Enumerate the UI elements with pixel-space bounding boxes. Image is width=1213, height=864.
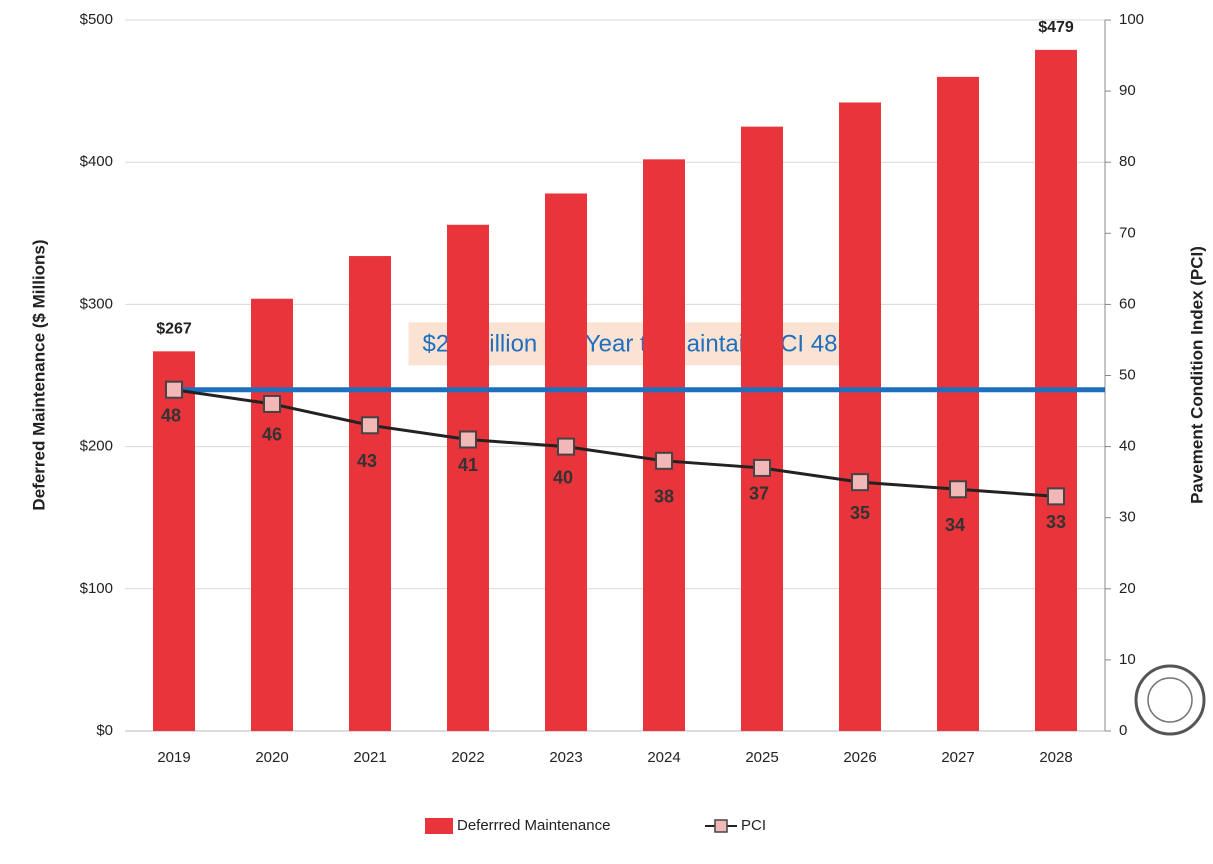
- bar: [153, 351, 195, 731]
- pci-marker: [1047, 487, 1065, 506]
- legend-label: PCI: [741, 817, 766, 834]
- y2-tick-label: 50: [1119, 366, 1136, 383]
- y2-tick-label: 60: [1119, 295, 1136, 312]
- pci-label: 48: [161, 405, 181, 425]
- pci-marker: [263, 394, 281, 413]
- seal-inner: [1147, 677, 1193, 723]
- pci-marker: [949, 480, 967, 499]
- y2-tick-label: 70: [1119, 224, 1136, 241]
- y2-tick-label: 0: [1119, 722, 1127, 739]
- pci-label: 34: [945, 515, 965, 535]
- bar: [643, 159, 685, 731]
- x-tick-label: 2025: [745, 749, 778, 766]
- x-tick-label: 2021: [353, 749, 386, 766]
- y2-axis-title: Pavement Condition Index (PCI): [1187, 246, 1206, 504]
- bar-value-label: $479: [1038, 19, 1074, 36]
- bar-value-label: $267: [156, 321, 192, 338]
- y-axis-title: Deferred Maintenance ($ Millions): [29, 239, 48, 510]
- y2-tick-label: 20: [1119, 580, 1136, 597]
- pci-marker: [165, 380, 183, 399]
- bar: [349, 256, 391, 731]
- x-tick-label: 2027: [941, 749, 974, 766]
- y-tick-label: $200: [80, 438, 113, 455]
- seal-ring: [1134, 664, 1206, 736]
- x-tick-label: 2022: [451, 749, 484, 766]
- legend-marker: [714, 819, 728, 833]
- bar: [741, 126, 783, 731]
- y2-tick-label: 90: [1119, 82, 1136, 99]
- y2-tick-label: 10: [1119, 651, 1136, 668]
- pci-label: 41: [458, 455, 478, 475]
- pci-marker: [361, 416, 379, 435]
- x-tick-label: 2028: [1039, 749, 1072, 766]
- pci-line: [173, 388, 1057, 498]
- bar: [545, 193, 587, 731]
- x-tick-label: 2024: [647, 749, 680, 766]
- pci-label: 43: [357, 451, 377, 471]
- pci-label: 40: [553, 467, 573, 487]
- legend-label: Deferrred Maintenance: [457, 817, 610, 834]
- pci-marker: [655, 451, 673, 470]
- x-tick-label: 2023: [549, 749, 582, 766]
- bar: [937, 76, 979, 731]
- y-tick-label: $0: [96, 722, 113, 739]
- pci-marker: [557, 437, 575, 456]
- x-tick-label: 2019: [157, 749, 190, 766]
- bar: [839, 102, 881, 731]
- y2-tick-label: 80: [1119, 153, 1136, 170]
- y2-tick-label: 100: [1119, 11, 1144, 28]
- pci-marker: [753, 458, 771, 477]
- bar: [447, 224, 489, 731]
- pci-label: 46: [262, 425, 282, 445]
- pci-marker: [851, 473, 869, 492]
- pci-label: 33: [1046, 512, 1066, 532]
- x-tick-label: 2020: [255, 749, 288, 766]
- y-tick-label: $300: [80, 295, 113, 312]
- pci-label: 38: [654, 487, 674, 507]
- pci-label: 37: [749, 484, 769, 504]
- y-tick-label: $100: [80, 580, 113, 597]
- legend-swatch: [425, 818, 453, 834]
- y-tick-label: $400: [80, 153, 113, 170]
- seal: [1134, 664, 1206, 736]
- pci-marker: [459, 430, 477, 449]
- y-tick-label: $500: [80, 11, 113, 28]
- y2-tick-label: 40: [1119, 438, 1136, 455]
- x-tick-label: 2026: [843, 749, 876, 766]
- pci-label: 35: [850, 503, 870, 523]
- y2-tick-label: 30: [1119, 509, 1136, 526]
- bar: [251, 298, 293, 731]
